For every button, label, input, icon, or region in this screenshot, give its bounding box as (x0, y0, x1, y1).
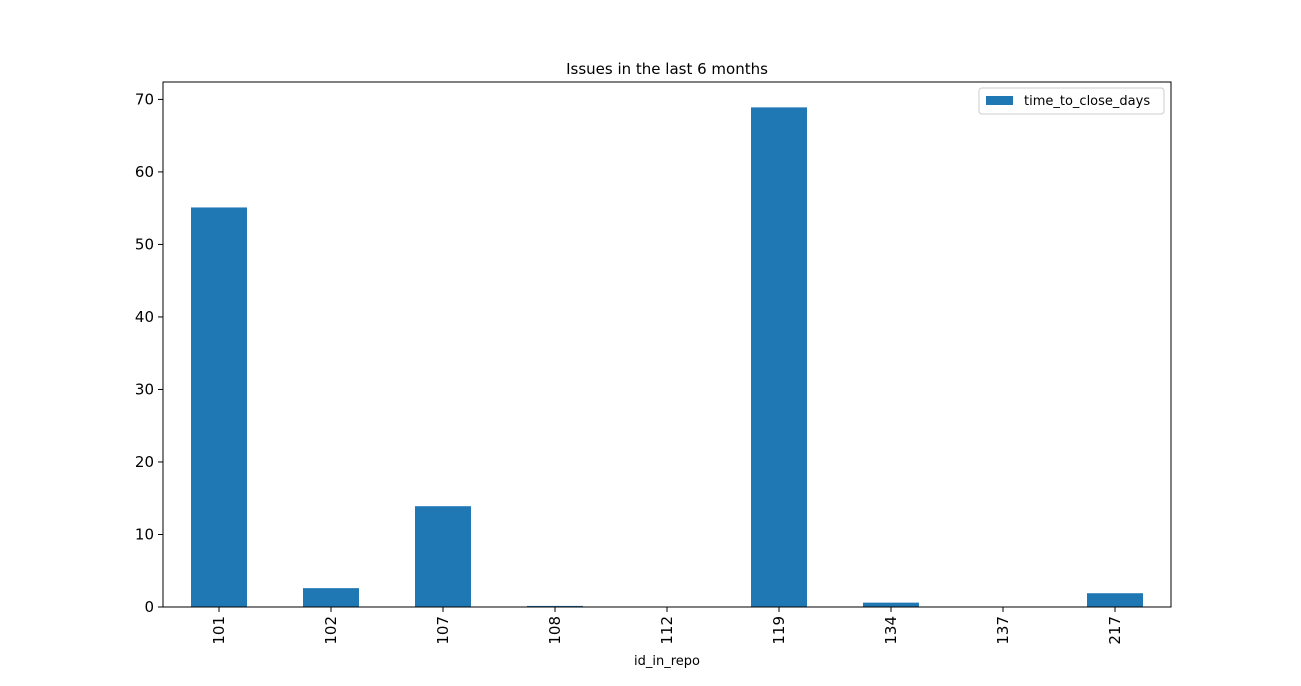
x-axis-label: id_in_repo (634, 654, 700, 669)
legend: time_to_close_days (978, 87, 1165, 115)
plot-frame (162, 81, 1172, 608)
bar-108 (527, 605, 583, 607)
y-tick-label: 40 (135, 308, 154, 326)
y-axis-ticks: 0 10 20 30 40 50 60 70 (135, 90, 163, 616)
x-tick-label: 101 (210, 616, 228, 645)
legend-frame (978, 87, 1165, 115)
bar-119 (751, 107, 807, 608)
x-tick-label: 217 (1106, 616, 1124, 645)
y-tick-label: 30 (135, 380, 154, 398)
x-tick-label: 134 (882, 616, 900, 645)
x-tick-label: 112 (658, 616, 676, 645)
bar-134 (863, 602, 919, 607)
bar-217 (1087, 593, 1143, 607)
y-tick-label: 10 (135, 525, 154, 543)
y-tick-label: 0 (144, 598, 154, 616)
x-tick-label: 119 (770, 616, 788, 645)
x-tick-label: 137 (994, 616, 1012, 645)
legend-label: time_to_close_days (1024, 94, 1150, 109)
bars-group (191, 107, 1143, 608)
bar-102 (303, 588, 359, 607)
y-tick-label: 70 (135, 90, 154, 108)
y-tick-label: 20 (135, 453, 154, 471)
y-tick-label: 50 (135, 235, 154, 253)
y-tick-label: 60 (135, 163, 154, 181)
x-tick-label: 102 (322, 616, 340, 645)
x-tick-label: 108 (546, 616, 564, 645)
x-tick-label: 107 (434, 616, 452, 645)
bar-101 (191, 207, 247, 607)
x-axis-ticks: 101 102 107 108 112 119 134 137 217 (210, 607, 1124, 645)
legend-swatch (986, 96, 1013, 105)
bar-107 (415, 506, 471, 607)
chart-title: Issues in the last 6 months (566, 60, 768, 78)
